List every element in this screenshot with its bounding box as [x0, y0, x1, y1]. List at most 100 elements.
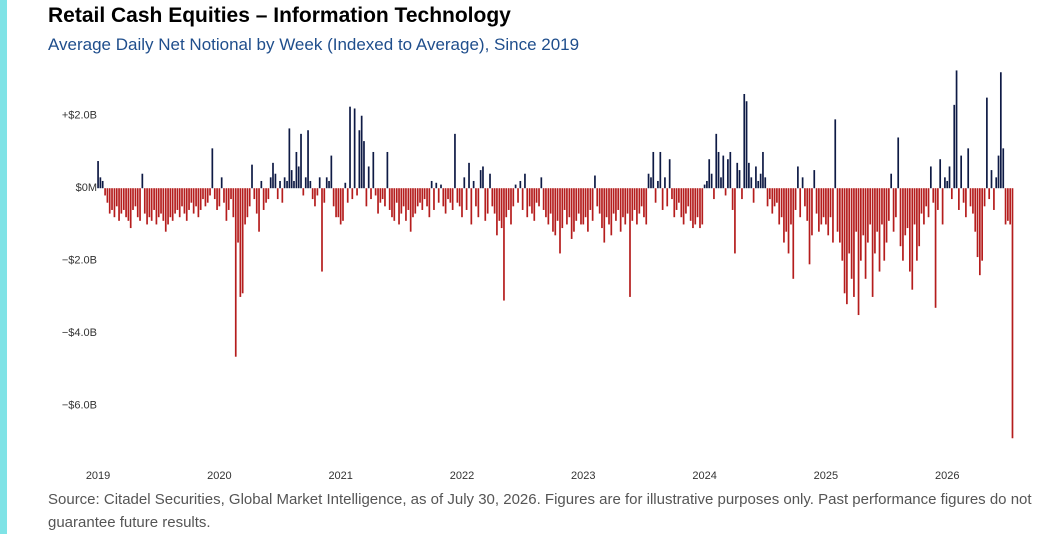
bar — [510, 188, 512, 225]
source-note: Source: Citadel Securities, Global Marke… — [48, 491, 1032, 531]
bar — [997, 155, 1000, 189]
bar — [764, 177, 767, 189]
bar — [640, 188, 643, 207]
bar — [568, 188, 571, 218]
bar — [398, 188, 400, 225]
bar — [890, 173, 893, 189]
bar — [339, 188, 342, 225]
bar — [419, 188, 421, 203]
bar — [843, 188, 846, 294]
bar — [293, 180, 295, 189]
bar — [477, 188, 480, 218]
bar — [624, 188, 627, 225]
bar — [372, 151, 375, 189]
bar — [986, 97, 988, 189]
bar — [493, 188, 496, 214]
bar — [724, 188, 727, 196]
bar — [694, 188, 697, 225]
bar — [664, 177, 666, 189]
bar — [633, 188, 636, 210]
bar — [188, 188, 190, 210]
bar — [806, 188, 809, 221]
bar — [176, 188, 179, 210]
bar — [456, 188, 459, 203]
bar — [388, 188, 391, 210]
bar — [978, 188, 981, 276]
bar — [999, 72, 1002, 189]
bar — [680, 188, 683, 218]
bar — [433, 188, 435, 210]
bar — [435, 182, 438, 189]
bar — [307, 130, 309, 189]
bar — [577, 188, 580, 214]
bar — [902, 188, 904, 261]
bar — [743, 93, 746, 189]
bar — [678, 188, 680, 203]
bar — [993, 188, 995, 210]
bar — [622, 188, 624, 218]
bar — [792, 188, 795, 279]
bar — [370, 188, 372, 200]
bar — [888, 188, 890, 221]
bar — [561, 188, 564, 229]
y-tick-label: +$2.0B — [62, 110, 97, 122]
bar — [776, 188, 778, 203]
bar — [929, 166, 932, 189]
bar — [797, 166, 799, 189]
bar — [874, 188, 876, 254]
bar — [643, 188, 645, 218]
bar — [283, 177, 286, 189]
bar — [911, 188, 914, 290]
bar — [402, 188, 405, 207]
bar — [288, 128, 291, 189]
bar — [995, 177, 998, 189]
bar — [692, 188, 694, 229]
bar — [818, 188, 820, 232]
bar — [237, 188, 239, 243]
bar — [409, 188, 412, 232]
bar — [514, 184, 517, 189]
bar — [950, 188, 953, 200]
bar — [181, 188, 183, 207]
bar — [946, 180, 949, 189]
bar — [937, 188, 939, 210]
bar — [1009, 188, 1012, 225]
bar — [127, 188, 130, 221]
bar — [526, 188, 529, 218]
bar — [722, 155, 725, 189]
bar — [619, 188, 622, 232]
bar — [927, 188, 930, 218]
x-tick-label: 2020 — [207, 470, 231, 482]
bar — [934, 188, 937, 308]
bar — [853, 188, 855, 297]
chart: +$2.0B $0M −$2.0B −$4.0B −$6.0B 2019 2020 2021 2… — [62, 70, 1014, 482]
bar — [904, 188, 907, 236]
bar — [304, 177, 307, 189]
bar — [923, 188, 925, 225]
bar — [710, 173, 713, 189]
x-tick-label: 2022 — [450, 470, 474, 482]
bar — [136, 188, 139, 218]
bar — [570, 188, 573, 239]
bar — [745, 101, 748, 189]
bar — [393, 188, 396, 221]
bar — [153, 188, 155, 210]
bar — [115, 188, 118, 207]
bar — [169, 188, 172, 218]
bar — [566, 188, 568, 225]
bar — [834, 119, 837, 189]
bar — [811, 188, 813, 236]
bar — [969, 188, 972, 207]
bar — [729, 151, 732, 189]
bar — [150, 188, 153, 221]
bar — [687, 188, 690, 207]
x-tick-label: 2025 — [814, 470, 838, 482]
bar — [967, 148, 970, 189]
accent-strip — [0, 0, 7, 534]
bar — [274, 173, 277, 189]
bar — [972, 188, 974, 214]
bar — [654, 188, 657, 203]
bar — [428, 188, 431, 218]
bar — [323, 188, 326, 203]
bar — [547, 188, 550, 225]
